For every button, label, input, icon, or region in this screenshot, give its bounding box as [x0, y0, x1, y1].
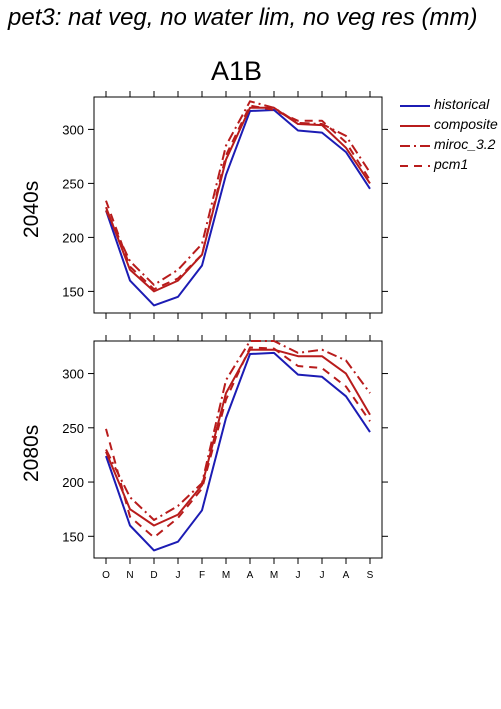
- legend-label: composite: [434, 116, 498, 132]
- x-tick-label: M: [270, 570, 278, 581]
- series-line-historical: [105, 109, 371, 307]
- legend-swatch-composite: [400, 125, 430, 127]
- x-tick-label: J: [296, 570, 301, 581]
- y-tick-label: 250: [62, 176, 84, 191]
- y-tick-label: 250: [62, 421, 84, 436]
- x-tick-label: N: [126, 570, 133, 581]
- series-line-miroc-3-2: [105, 100, 371, 286]
- scenario-title: A1B: [211, 56, 263, 86]
- x-tick-label: M: [222, 570, 230, 581]
- series-line-miroc-3-2: [105, 340, 371, 521]
- legend-swatch-miroc: [400, 145, 430, 147]
- page-title: pet3: nat veg, no water lim, no veg res …: [8, 4, 478, 31]
- series-line-composite: [105, 348, 371, 527]
- x-tick-label: O: [102, 570, 110, 581]
- x-tick-label: J: [176, 570, 181, 581]
- y-tick-label: 300: [62, 122, 84, 137]
- plot-frame-2080s: [93, 340, 383, 559]
- legend-label: pcm1: [434, 156, 469, 172]
- x-tick-label: S: [367, 570, 374, 581]
- legend-label: historical: [434, 96, 490, 112]
- legend-swatch-historical: [400, 105, 430, 107]
- x-tick-label: A: [343, 570, 350, 581]
- y-tick-label: 150: [62, 529, 84, 544]
- series-line-historical: [105, 351, 371, 552]
- x-tick-label: J: [320, 570, 325, 581]
- legend-label: miroc_3.2: [434, 136, 496, 152]
- series-line-pcm1: [105, 346, 371, 539]
- y-tick-label: 200: [62, 230, 84, 245]
- plot-frame-2040s: [93, 96, 383, 314]
- series-line-composite: [105, 106, 371, 293]
- y-tick-label: 200: [62, 475, 84, 490]
- x-tick-label: F: [199, 570, 205, 581]
- legend-swatch-pcm1: [400, 165, 430, 167]
- x-tick-label: D: [150, 570, 157, 581]
- y-tick-label: 150: [62, 284, 84, 299]
- x-tick-label: A: [247, 570, 254, 581]
- y-tick-label: 300: [62, 367, 84, 382]
